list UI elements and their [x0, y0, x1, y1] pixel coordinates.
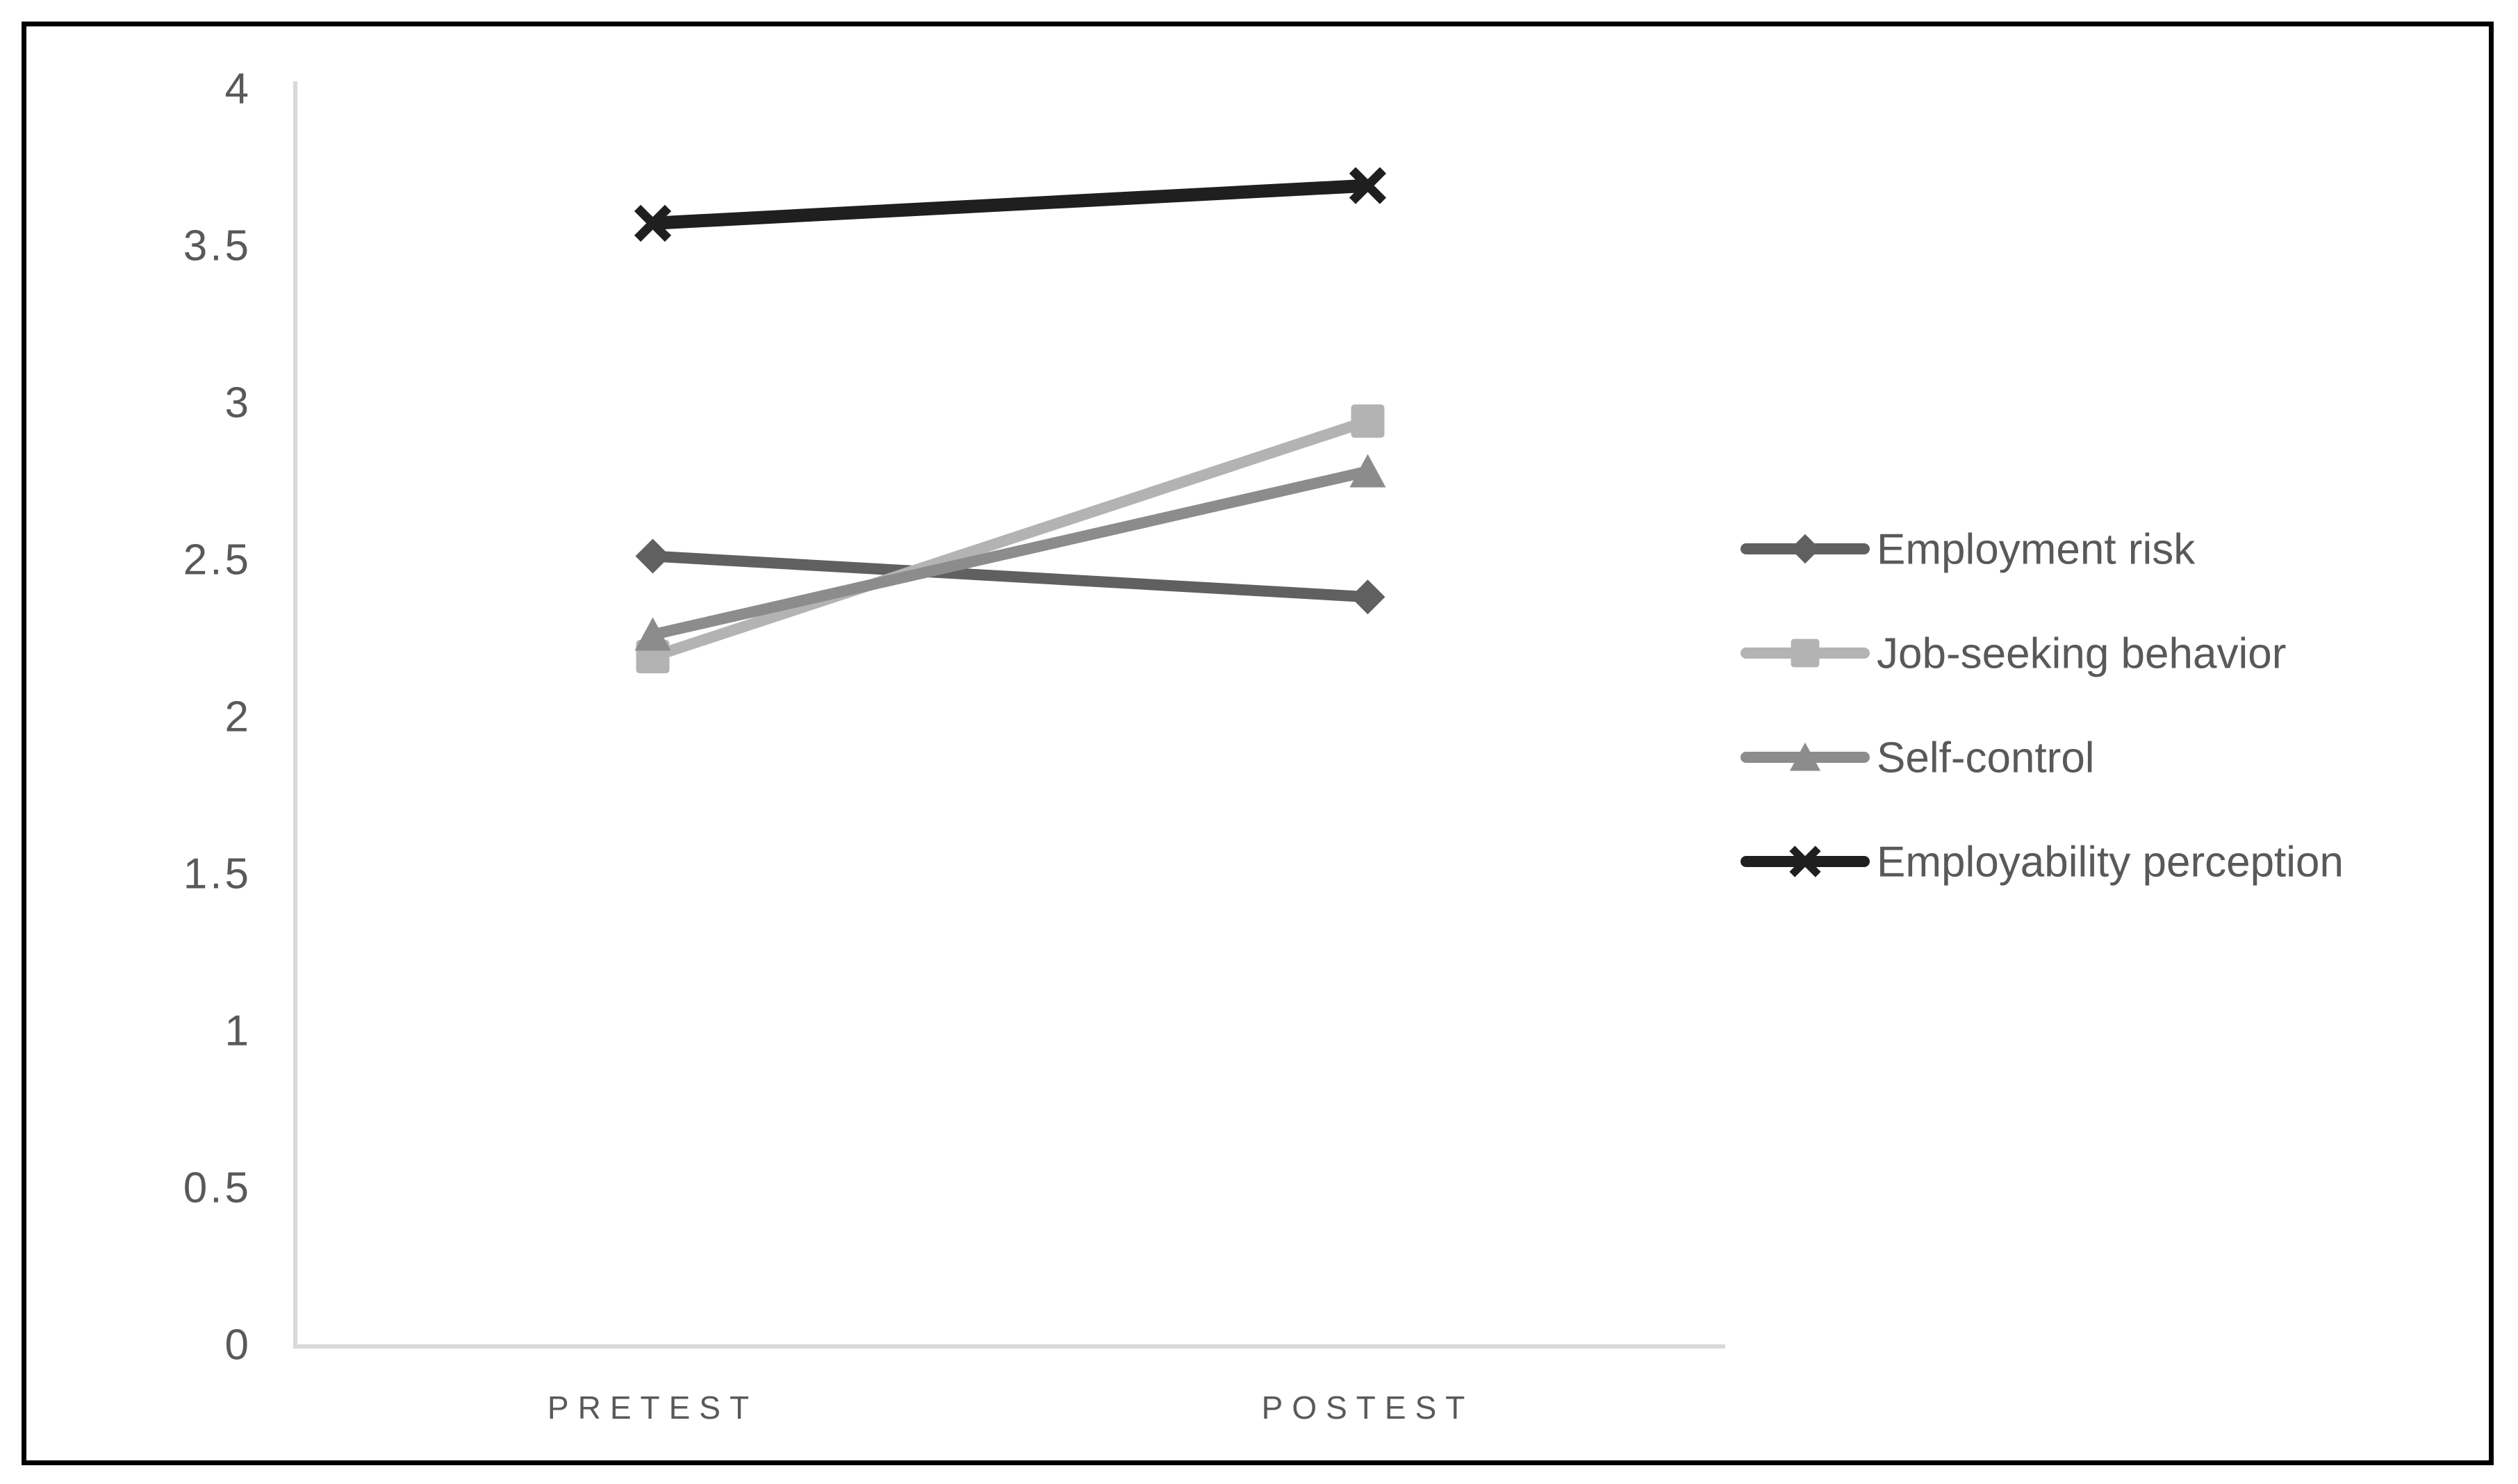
legend-marker-self-control [1789, 742, 1821, 771]
marker-employability-perception-pretest [634, 204, 672, 242]
y-tick-label-0: 0 [225, 1321, 252, 1369]
y-tick-label-3: 3 [225, 379, 252, 427]
marker-employment-risk-pretest [635, 538, 670, 574]
y-tick-label-4: 4 [225, 65, 252, 113]
legend: Employment risk Job-seeking behavior Self-… [1741, 526, 2344, 887]
axes [293, 81, 1725, 1349]
x-category-label-pretest: PRETEST [548, 1390, 758, 1426]
series-job-seeking-behavior [636, 404, 1385, 674]
y-tick-label-2: 2 [225, 693, 252, 741]
y-tick-label-0.5: 0.5 [183, 1164, 252, 1212]
y-tick-label-3.5: 3.5 [183, 222, 252, 270]
series-employability-perception [634, 167, 1387, 242]
chart-frame [22, 22, 2494, 1465]
y-tick-label-2.5: 2.5 [183, 536, 252, 584]
series-job-seeking-behavior-line [650, 415, 1370, 662]
legend-item-job-seeking-behavior: Job-seeking behavior [1741, 630, 2286, 678]
legend-label-employment-risk: Employment risk [1877, 526, 2196, 574]
marker-job-seeking-behavior-postest [1351, 404, 1385, 438]
marker-self-control-pretest [634, 617, 671, 651]
legend-label-self-control: Self-control [1877, 734, 2095, 782]
y-tick-label-1.5: 1.5 [183, 850, 252, 898]
legend-label-job-seeking-behavior: Job-seeking behavior [1877, 630, 2286, 678]
legend-marker-employability-perception [1789, 846, 1821, 877]
legend-item-employability-perception: Employability perception [1741, 839, 2344, 887]
x-category-label-postest: POSTEST [1262, 1390, 1474, 1426]
series-employment-risk [635, 538, 1385, 615]
series-self-control [634, 454, 1386, 651]
legend-item-employment-risk: Employment risk [1741, 526, 2196, 574]
legend-marker-employment-risk [1790, 534, 1820, 564]
legend-label-employability-perception: Employability perception [1877, 839, 2344, 887]
y-tick-labels: 0 0.5 1 1.5 2 2.5 3 3.5 4 [183, 65, 252, 1369]
marker-employability-perception-postest [1349, 167, 1387, 204]
marker-self-control-postest [1349, 454, 1386, 488]
series-self-control-line [651, 465, 1369, 641]
legend-item-self-control: Self-control [1741, 734, 2095, 782]
series-employability-perception-line [652, 179, 1369, 230]
y-tick-label-1: 1 [225, 1007, 252, 1055]
legend-marker-job-seeking-behavior [1791, 638, 1820, 668]
marker-employment-risk-postest [1350, 579, 1385, 615]
x-category-labels: PRETEST POSTEST [548, 1390, 1474, 1426]
series-employment-risk-line [652, 550, 1368, 603]
